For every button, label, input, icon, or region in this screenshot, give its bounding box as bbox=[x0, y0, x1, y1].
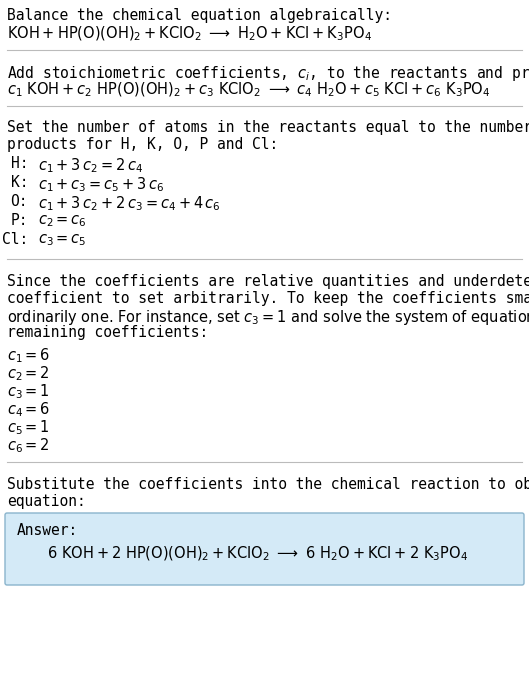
Text: equation:: equation: bbox=[7, 494, 86, 509]
Text: H:: H: bbox=[11, 156, 28, 171]
Text: remaining coefficients:: remaining coefficients: bbox=[7, 325, 208, 340]
Text: Cl:: Cl: bbox=[2, 232, 28, 247]
FancyBboxPatch shape bbox=[5, 513, 524, 585]
Text: $c_2 = c_6$: $c_2 = c_6$ bbox=[38, 213, 87, 229]
Text: Balance the chemical equation algebraically:: Balance the chemical equation algebraica… bbox=[7, 8, 392, 23]
Text: $\mathrm{KOH + HP(O)(OH)_2 + KClO_2 \ \longrightarrow \ H_2O + KCl + K_3PO_4}$: $\mathrm{KOH + HP(O)(OH)_2 + KClO_2 \ \l… bbox=[7, 25, 372, 43]
Text: $c_6 = 2$: $c_6 = 2$ bbox=[7, 436, 50, 455]
Text: Answer:: Answer: bbox=[17, 523, 78, 538]
Text: $c_1 + 3\,c_2 = 2\,c_4$: $c_1 + 3\,c_2 = 2\,c_4$ bbox=[38, 156, 143, 174]
Text: Since the coefficients are relative quantities and underdetermined, choose a: Since the coefficients are relative quan… bbox=[7, 274, 529, 289]
Text: products for H, K, O, P and Cl:: products for H, K, O, P and Cl: bbox=[7, 137, 278, 152]
Text: ordinarily one. For instance, set $c_3 = 1$ and solve the system of equations fo: ordinarily one. For instance, set $c_3 =… bbox=[7, 308, 529, 327]
Text: $c_2 = 2$: $c_2 = 2$ bbox=[7, 364, 50, 383]
Text: $c_4 = 6$: $c_4 = 6$ bbox=[7, 400, 50, 418]
Text: $c_1 + c_3 = c_5 + 3\,c_6$: $c_1 + c_3 = c_5 + 3\,c_6$ bbox=[38, 175, 165, 194]
Text: $c_1 + 3\,c_2 + 2\,c_3 = c_4 + 4\,c_6$: $c_1 + 3\,c_2 + 2\,c_3 = c_4 + 4\,c_6$ bbox=[38, 194, 221, 213]
Text: $c_3 = 1$: $c_3 = 1$ bbox=[7, 382, 50, 401]
Text: coefficient to set arbitrarily. To keep the coefficients small, the arbitrary va: coefficient to set arbitrarily. To keep … bbox=[7, 291, 529, 306]
Text: $6\ \mathrm{KOH} + 2\ \mathrm{HP(O)(OH)_2} + \mathrm{KClO_2}\ \longrightarrow\ 6: $6\ \mathrm{KOH} + 2\ \mathrm{HP(O)(OH)_… bbox=[47, 545, 468, 563]
Text: Set the number of atoms in the reactants equal to the number of atoms in the: Set the number of atoms in the reactants… bbox=[7, 120, 529, 135]
Text: $c_1\ \mathrm{KOH} + c_2\ \mathrm{HP(O)(OH)_2} + c_3\ \mathrm{KClO_2}\ \longrigh: $c_1\ \mathrm{KOH} + c_2\ \mathrm{HP(O)(… bbox=[7, 81, 490, 100]
Text: $c_3 = c_5$: $c_3 = c_5$ bbox=[38, 232, 87, 248]
Text: $c_5 = 1$: $c_5 = 1$ bbox=[7, 418, 50, 437]
Text: K:: K: bbox=[11, 175, 28, 190]
Text: O:: O: bbox=[11, 194, 28, 209]
Text: Substitute the coefficients into the chemical reaction to obtain the balanced: Substitute the coefficients into the che… bbox=[7, 477, 529, 492]
Text: Add stoichiometric coefficients, $c_i$, to the reactants and products:: Add stoichiometric coefficients, $c_i$, … bbox=[7, 64, 529, 83]
Text: P:: P: bbox=[11, 213, 28, 228]
Text: $c_1 = 6$: $c_1 = 6$ bbox=[7, 346, 50, 365]
